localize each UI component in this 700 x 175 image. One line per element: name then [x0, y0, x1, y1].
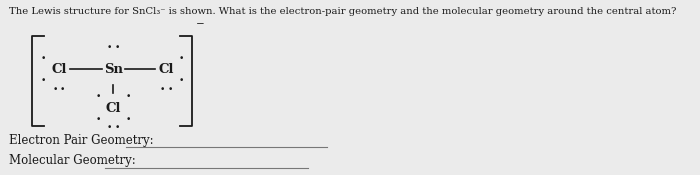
Text: •: •	[41, 54, 46, 63]
Text: Cl: Cl	[51, 63, 66, 76]
Text: •: •	[114, 43, 120, 52]
Text: •: •	[106, 43, 112, 52]
Text: The Lewis structure for SnCl₃⁻ is shown. What is the electron-pair geometry and : The Lewis structure for SnCl₃⁻ is shown.…	[9, 6, 676, 16]
Text: Cl: Cl	[106, 102, 121, 115]
Text: Sn: Sn	[104, 63, 122, 76]
Text: Electron Pair Geometry:: Electron Pair Geometry:	[9, 134, 154, 146]
Text: •: •	[160, 85, 165, 94]
Text: −: −	[196, 19, 205, 29]
Text: Molecular Geometry:: Molecular Geometry:	[9, 154, 136, 167]
Text: Cl: Cl	[158, 63, 174, 76]
Text: •: •	[106, 124, 112, 132]
Text: •: •	[114, 124, 120, 132]
Text: •: •	[179, 54, 184, 63]
Text: •: •	[95, 115, 101, 124]
Text: •: •	[41, 76, 46, 85]
Text: •: •	[126, 92, 132, 102]
Text: •: •	[126, 115, 132, 124]
Text: •: •	[179, 76, 184, 85]
Text: •: •	[167, 85, 173, 94]
Text: •: •	[52, 85, 58, 94]
Text: •: •	[95, 92, 101, 102]
Text: •: •	[60, 85, 65, 94]
